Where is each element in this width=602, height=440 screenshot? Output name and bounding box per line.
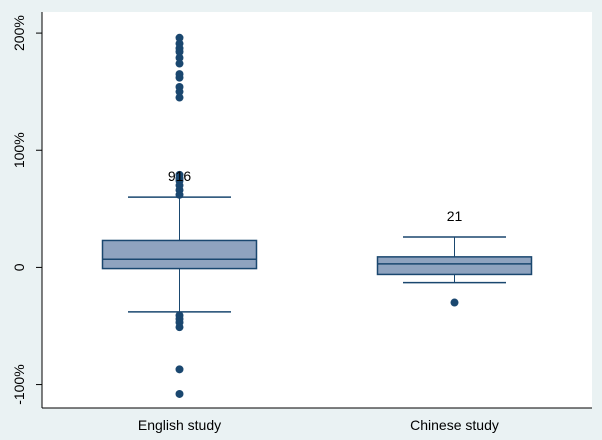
x-tick-label: English study [138, 417, 221, 433]
y-tick-label: 0 [11, 263, 27, 271]
y-tick-label: -100% [11, 364, 27, 404]
x-tick-label: Chinese study [410, 417, 499, 433]
outlier [175, 73, 184, 82]
outlier [175, 47, 184, 56]
y-tick-label: 200% [11, 15, 27, 51]
outlier [450, 298, 459, 307]
box [101, 239, 258, 270]
y-tick-label: 100% [11, 132, 27, 168]
outlier [175, 323, 184, 332]
outlier [175, 365, 184, 374]
outlier [175, 33, 184, 42]
outlier [175, 87, 184, 96]
plot-area [42, 12, 592, 408]
outlier [175, 190, 184, 199]
count-label: 21 [447, 208, 463, 224]
outlier [175, 53, 184, 62]
box [376, 256, 533, 276]
outlier [175, 59, 184, 68]
count-label: 916 [168, 168, 192, 184]
outlier [175, 389, 184, 398]
outlier [175, 93, 184, 102]
